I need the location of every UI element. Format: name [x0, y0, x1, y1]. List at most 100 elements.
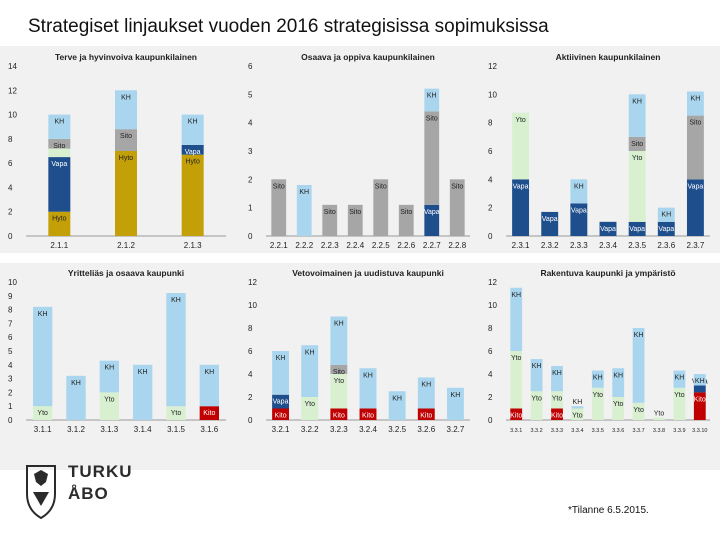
y-tick-label: 12: [248, 278, 257, 287]
bar-segment-sito: [686, 115, 704, 180]
bar-segment-sito: [322, 204, 338, 236]
bar-label: Sito: [53, 143, 65, 150]
x-tick-label: 2.1.1: [50, 241, 68, 250]
bar-segment-kh: [359, 368, 377, 409]
y-tick-label: 7: [8, 319, 13, 328]
bar-label: KH: [188, 119, 198, 126]
x-tick-label: 3.1.3: [100, 425, 118, 434]
bar-label: Yto: [654, 411, 665, 418]
bar-segment-yto: [673, 387, 686, 420]
bar-label: KH: [552, 370, 562, 377]
bar-segment-kh: [693, 374, 706, 386]
bar-label: KH: [363, 372, 373, 379]
x-tick-label: 3.3.6: [612, 428, 624, 434]
bar-label: KH: [613, 372, 623, 379]
bar-label: Yto: [334, 378, 345, 385]
y-tick-label: 10: [8, 278, 17, 287]
x-tick-label: 2.2.4: [346, 241, 364, 250]
y-tick-label: 2: [248, 175, 253, 184]
y-tick-label: 4: [248, 370, 253, 379]
y-tick-label: 0: [488, 232, 493, 241]
bar-label: Vapa: [273, 399, 289, 406]
bar-label: Kito: [362, 413, 374, 420]
y-tick-label: 2: [8, 208, 13, 217]
bar-label: Sito: [631, 141, 643, 148]
chart-osaava-ja-oppiva: Osaava ja oppiva kaupunkilainen 0 1 2 3 4 5 6 2.…: [248, 52, 470, 250]
bar-segment-kito: [551, 408, 563, 420]
bar-label: Yto: [674, 392, 685, 399]
bar-label: KH: [138, 369, 148, 376]
bar-segment-yto: [628, 151, 646, 222]
bar-segment-kh: [591, 370, 604, 388]
bar-segment-kito: [510, 408, 523, 420]
bar-segment-yto: [48, 148, 71, 158]
bar-segment-kh: [530, 359, 543, 392]
bar-label: KH: [54, 119, 64, 126]
bar-label: Sito: [451, 183, 463, 190]
x-tick-label: 3.2.3: [330, 425, 348, 434]
bar-label: KH: [71, 380, 81, 387]
x-tick-label: 3.3.2: [530, 428, 542, 434]
y-tick-label: 1: [248, 204, 253, 213]
bar-label: Yto: [304, 401, 315, 408]
bar-segment-kh: [115, 90, 137, 130]
bar-label: KH: [661, 212, 671, 219]
bar-label: Yto: [37, 410, 48, 417]
bar-label: KH: [392, 395, 402, 402]
y-tick-label: 10: [248, 301, 257, 310]
bar-label: KH: [171, 297, 181, 304]
y-tick-label: 4: [8, 183, 13, 192]
y-tick-label: 0: [248, 416, 253, 425]
bar-label: Yto: [572, 413, 583, 420]
bar-segment-yto: [653, 417, 665, 420]
y-tick-label: 1: [8, 402, 13, 411]
bar-segment-sito: [271, 179, 287, 236]
bar-label: Hyto: [52, 216, 67, 223]
x-tick-label: 2.3.7: [687, 241, 705, 250]
bar-label: Vapa: [185, 149, 201, 156]
bar-segment-yto: [33, 406, 53, 420]
bottom-row-background: [0, 263, 720, 470]
chart-yritteliais-ja-osaava: Yritteliäs ja osaava kaupunki 0 1 2 3 4 5 6 7 8 9 1…: [8, 268, 226, 434]
bar-segment-kito: [272, 408, 290, 420]
bar-segment-yto: [551, 391, 563, 409]
y-tick-label: 4: [8, 361, 13, 370]
y-tick-label: 4: [488, 175, 493, 184]
bar-segment-kito: [199, 406, 219, 420]
x-tick-label: 2.2.7: [423, 241, 441, 250]
bar-segment-hyto: [48, 211, 71, 236]
x-tick-label: 3.3.9: [673, 428, 685, 434]
bar-label: Kito: [551, 413, 563, 420]
y-tick-label: 5: [248, 90, 253, 99]
y-tick-label: 12: [488, 62, 497, 71]
bar-segment-kh: [612, 368, 625, 397]
bar-segment-vapa: [181, 144, 204, 155]
bar-label: KH: [204, 369, 214, 376]
bar-segment-sito: [347, 204, 363, 236]
bar-segment-sito: [628, 136, 646, 151]
y-tick-label: 5: [8, 347, 13, 356]
bar-segment-kito: [330, 408, 348, 420]
bar-label: Yto: [613, 401, 624, 408]
bar-segment-kh: [48, 114, 71, 139]
bar-segment-kh: [199, 364, 219, 407]
bar-label: KH: [632, 98, 642, 105]
bar-label: Sito: [689, 120, 701, 127]
chart-title: Yritteliäs ja osaava kaupunki: [68, 268, 184, 278]
bar-label: Vapa: [629, 226, 645, 233]
bar-segment-sito: [115, 129, 137, 151]
x-tick-label: 3.2.6: [417, 425, 435, 434]
bar-segment-vapa: [512, 179, 530, 236]
bar-label: KH: [305, 349, 315, 356]
bar-segment-yto: [510, 351, 523, 409]
bar-segment-kito: [417, 408, 435, 420]
bar-label: KH: [691, 96, 701, 103]
bar-segment-kh: [570, 179, 588, 204]
bar-label: Kito: [203, 410, 215, 417]
bar-label: KH: [334, 321, 344, 328]
bar-segment-kito: [693, 392, 706, 420]
bar-segment-kh: [181, 114, 204, 145]
bar-segment-sito: [373, 179, 389, 236]
x-tick-label: 3.3.5: [592, 428, 604, 434]
chart-vetovoimainen-ja-uudistuva: Vetovoimainen ja uudistuva kaupunki 0 2 4 6 8…: [248, 268, 470, 434]
